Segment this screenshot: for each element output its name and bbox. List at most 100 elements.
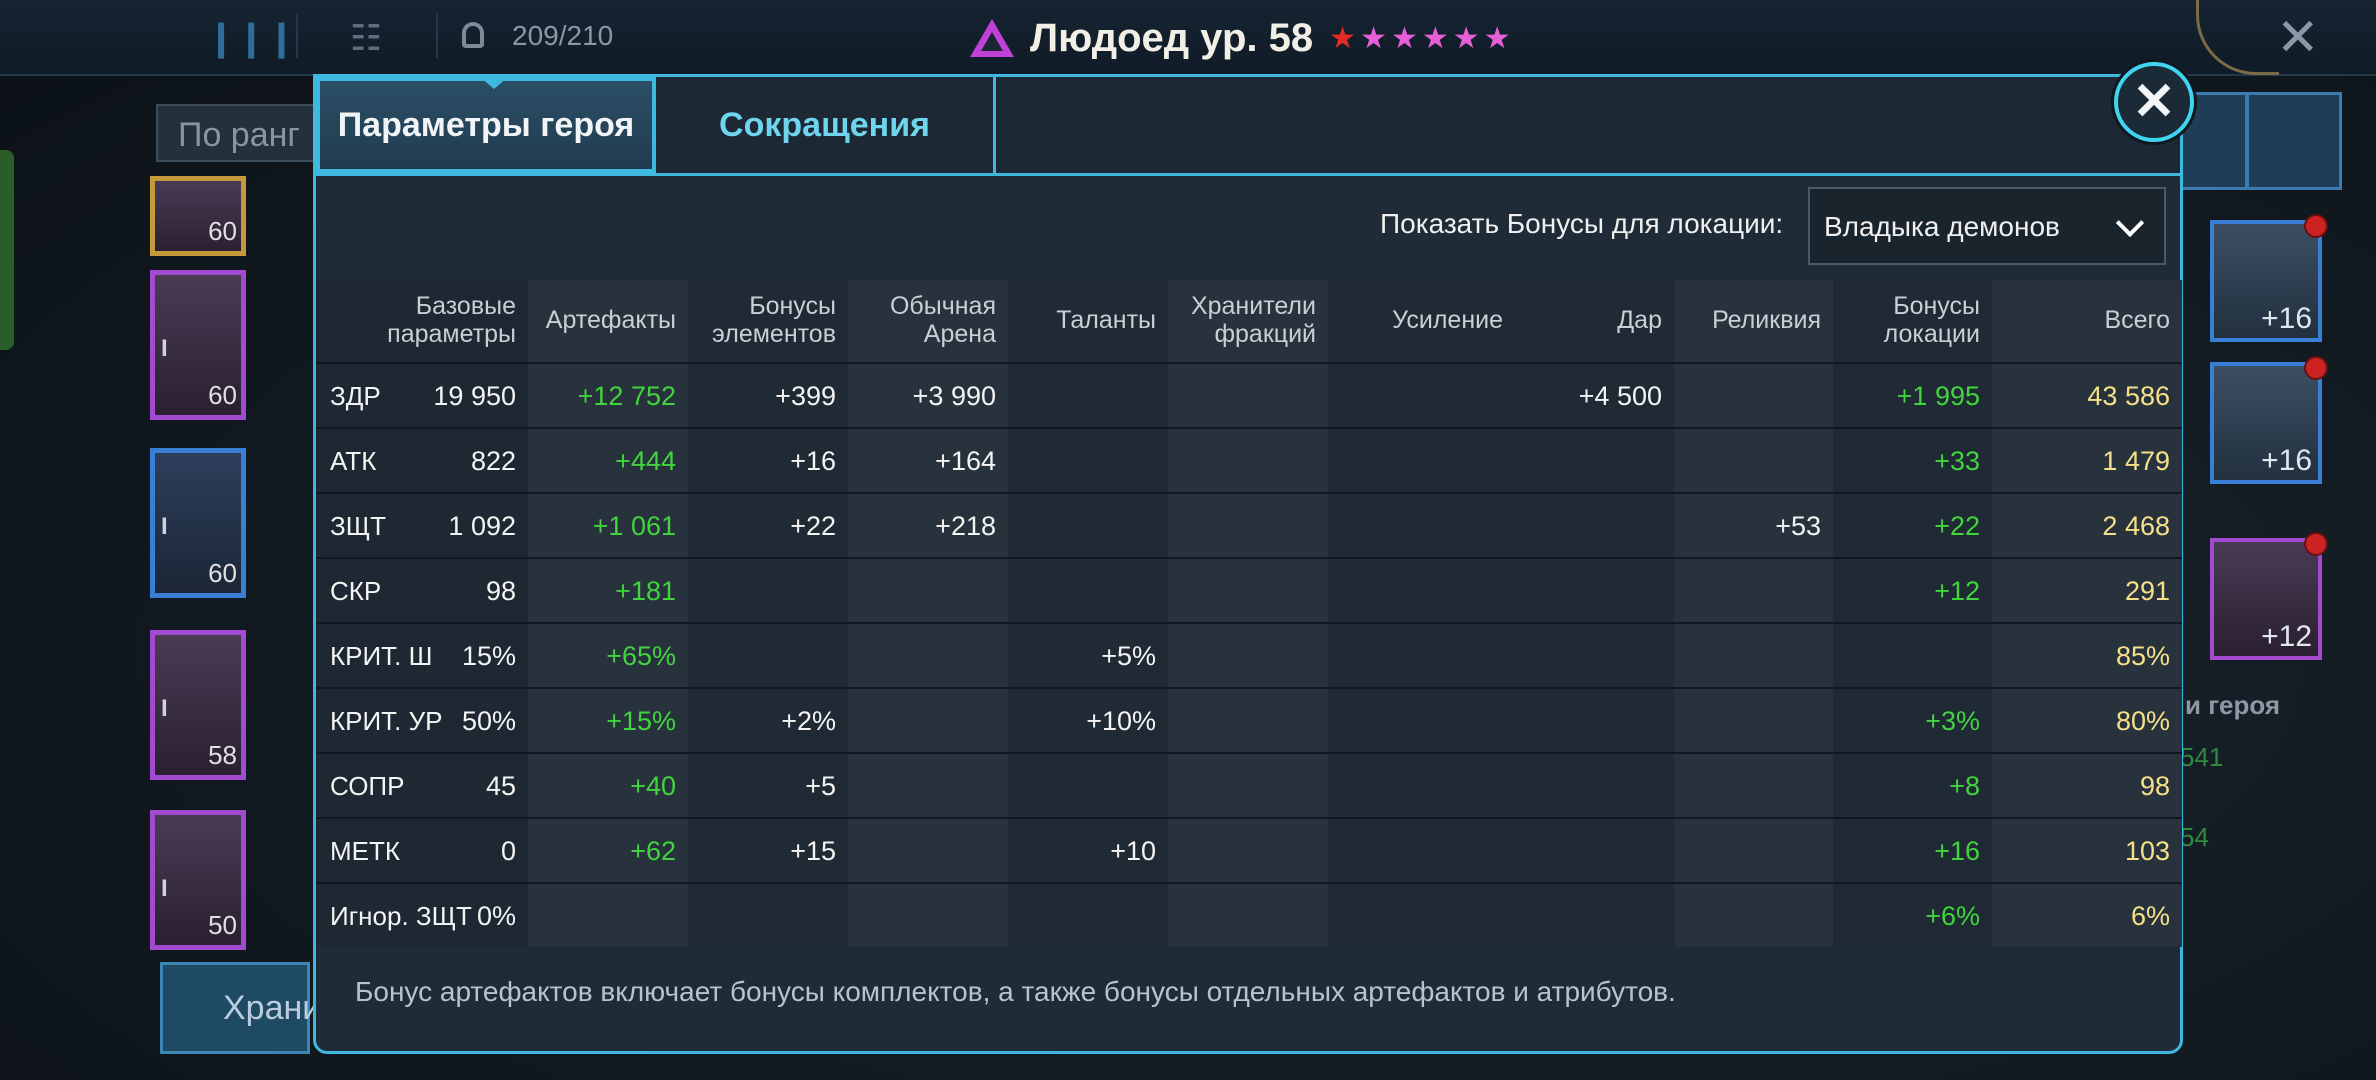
background-label: и героя: [2185, 690, 2281, 720]
stat-cell-boost: [1328, 429, 1515, 493]
column-header-label: Хранители фракций: [1190, 292, 1316, 348]
hero-title: Людоед ур. 58 ★ ★ ★ ★ ★ ★: [970, 10, 1511, 66]
gear-sets-button[interactable]: [2246, 92, 2342, 190]
decorative-arc: [2196, 0, 2279, 75]
table-row: АТК 822 +444 +16 +164 +33 1 479: [316, 427, 2182, 493]
location-selected: Владыка демонов: [1824, 211, 2060, 242]
column-header-label: Обычная Арена: [889, 292, 996, 348]
stat-cell-total: 85%: [2115, 641, 2170, 671]
stat-name: КРИТ. Ш: [330, 641, 433, 671]
column-header: Таланты: [1008, 280, 1168, 360]
stat-cell-total: 80%: [2115, 706, 2170, 736]
star-icon: ★: [1421, 21, 1449, 55]
stat-cell-keepers: [1168, 884, 1328, 948]
stat-cell-total: 1 479: [2102, 446, 2170, 476]
table-row: КРИТ. УР 50% +15% +2% +10% +3% 80%: [316, 687, 2182, 753]
stat-cell-location: +22: [1934, 511, 1980, 541]
stat-cell-keepers: [1168, 624, 1328, 688]
stat-cell-elements: [688, 884, 848, 948]
stat-cell-base: 822: [470, 446, 516, 476]
table-column: [1008, 280, 1168, 947]
footnote: Бонус артефактов включает бонусы комплек…: [355, 976, 1676, 1007]
artifact-slot[interactable]: +16: [2210, 214, 2328, 342]
column-header-label: Всего: [2104, 306, 2170, 334]
storage-button[interactable]: Храни: [160, 962, 321, 1054]
tab-hero-params[interactable]: Параметры героя: [316, 77, 656, 173]
stat-cell-boost: [1328, 559, 1515, 623]
star-icon: ★: [1452, 21, 1480, 55]
stat-cell-arena: +3 990: [912, 381, 996, 411]
tab-abbreviations[interactable]: Сокращения: [656, 77, 996, 173]
hero-name-level: Людоед ур. 58: [1030, 15, 1314, 60]
stat-cell-elements: +22: [790, 511, 836, 541]
table-row: ЗЩТ 1 092 +1 061 +22 +218 +53 +22 2 468: [316, 492, 2182, 558]
stat-cell-relic: [1674, 689, 1833, 753]
stat-cell-base: 0%: [476, 901, 516, 931]
hero-card[interactable]: I 50: [150, 810, 246, 950]
list-view-icon[interactable]: ❙❙❙: [206, 17, 297, 58]
stat-cell-keepers: [1168, 364, 1328, 428]
stat-name: ЗДР: [330, 381, 381, 411]
stat-cell-artifacts: +444: [615, 446, 676, 476]
stat-cell-base: 1 092: [448, 511, 516, 541]
stat-cell-relic: [1674, 624, 1833, 688]
column-header-label: Таланты: [1056, 306, 1156, 334]
table-column: [1515, 280, 1674, 947]
table-column: [528, 280, 688, 947]
stat-cell-gift: [1515, 819, 1674, 883]
hero-card[interactable]: I 58: [150, 630, 246, 780]
sort-dropdown[interactable]: По ранг: [156, 104, 326, 162]
stat-cell-elements: [688, 559, 848, 623]
close-icon[interactable]: ✕: [2276, 9, 2320, 67]
stat-name: МЕТК: [330, 836, 401, 866]
hero-card[interactable]: I 60: [150, 448, 246, 598]
stat-cell-artifacts: +62: [630, 836, 676, 866]
stat-cell-elements: +399: [775, 381, 836, 411]
stat-cell-relic: [1674, 429, 1833, 493]
stat-cell-artifacts: +65%: [606, 641, 676, 671]
hero-count: 209/210: [512, 20, 614, 51]
stat-cell-gift: [1515, 494, 1674, 558]
stat-cell-elements: +2%: [781, 706, 836, 736]
location-dropdown[interactable]: Владыка демонов: [1808, 187, 2166, 265]
column-header-label: Дар: [1617, 306, 1662, 334]
hero-card[interactable]: 60: [150, 176, 246, 256]
stat-cell-talents: +10: [1110, 836, 1156, 866]
column-header-label: Реликвия: [1712, 306, 1821, 334]
stat-cell-keepers: [1168, 689, 1328, 753]
stat-cell-keepers: [1168, 559, 1328, 623]
column-header-label: Бонусы локации: [1883, 292, 1980, 348]
close-button[interactable]: ✕: [2114, 62, 2194, 142]
column-header-label: Артефакты: [545, 306, 676, 334]
stat-name: СОПР: [330, 771, 405, 801]
stat-cell-base: 45: [485, 771, 516, 801]
grid-view-icon[interactable]: ☷: [349, 17, 383, 58]
artifact-slot[interactable]: +12: [2210, 532, 2328, 660]
artifact-slot[interactable]: +16: [2210, 356, 2328, 484]
table-row: Игнор. ЗЩТ 0% +6% 6%: [316, 882, 2182, 948]
helmet-icon: [462, 22, 484, 48]
hero-card[interactable]: I 60: [150, 270, 246, 420]
stat-cell-arena: +218: [935, 511, 996, 541]
notification-dot: [2304, 356, 2328, 380]
stat-cell-total: 43 586: [2087, 381, 2170, 411]
top-bar: ❙❙❙ ☷ 209/210 Людоед ур. 58 ★ ★ ★ ★ ★ ★ …: [0, 0, 2376, 76]
stat-cell-base: 0: [500, 836, 516, 866]
stat-name: ЗЩТ: [330, 511, 386, 541]
hero-stars: ★ ★ ★ ★ ★ ★: [1329, 21, 1510, 56]
stat-cell-talents: +5%: [1101, 641, 1156, 671]
stat-cell-relic: +53: [1775, 511, 1821, 541]
stat-cell-elements: [688, 624, 848, 688]
stat-cell-total: 291: [2124, 576, 2170, 606]
stat-cell-boost: [1328, 689, 1515, 753]
stat-cell-keepers: [1168, 819, 1328, 883]
column-header: Обычная Арена: [848, 280, 1008, 360]
stat-cell-gift: +4 500: [1578, 381, 1662, 411]
side-tab[interactable]: [0, 150, 14, 350]
column-header: Артефакты: [528, 280, 688, 360]
stat-cell-location: +3%: [1925, 706, 1980, 736]
stat-cell-talents: [1008, 754, 1168, 818]
notification-dot: [2304, 214, 2328, 238]
stat-cell-artifacts: +15%: [606, 706, 676, 736]
stat-cell-talents: [1008, 559, 1168, 623]
